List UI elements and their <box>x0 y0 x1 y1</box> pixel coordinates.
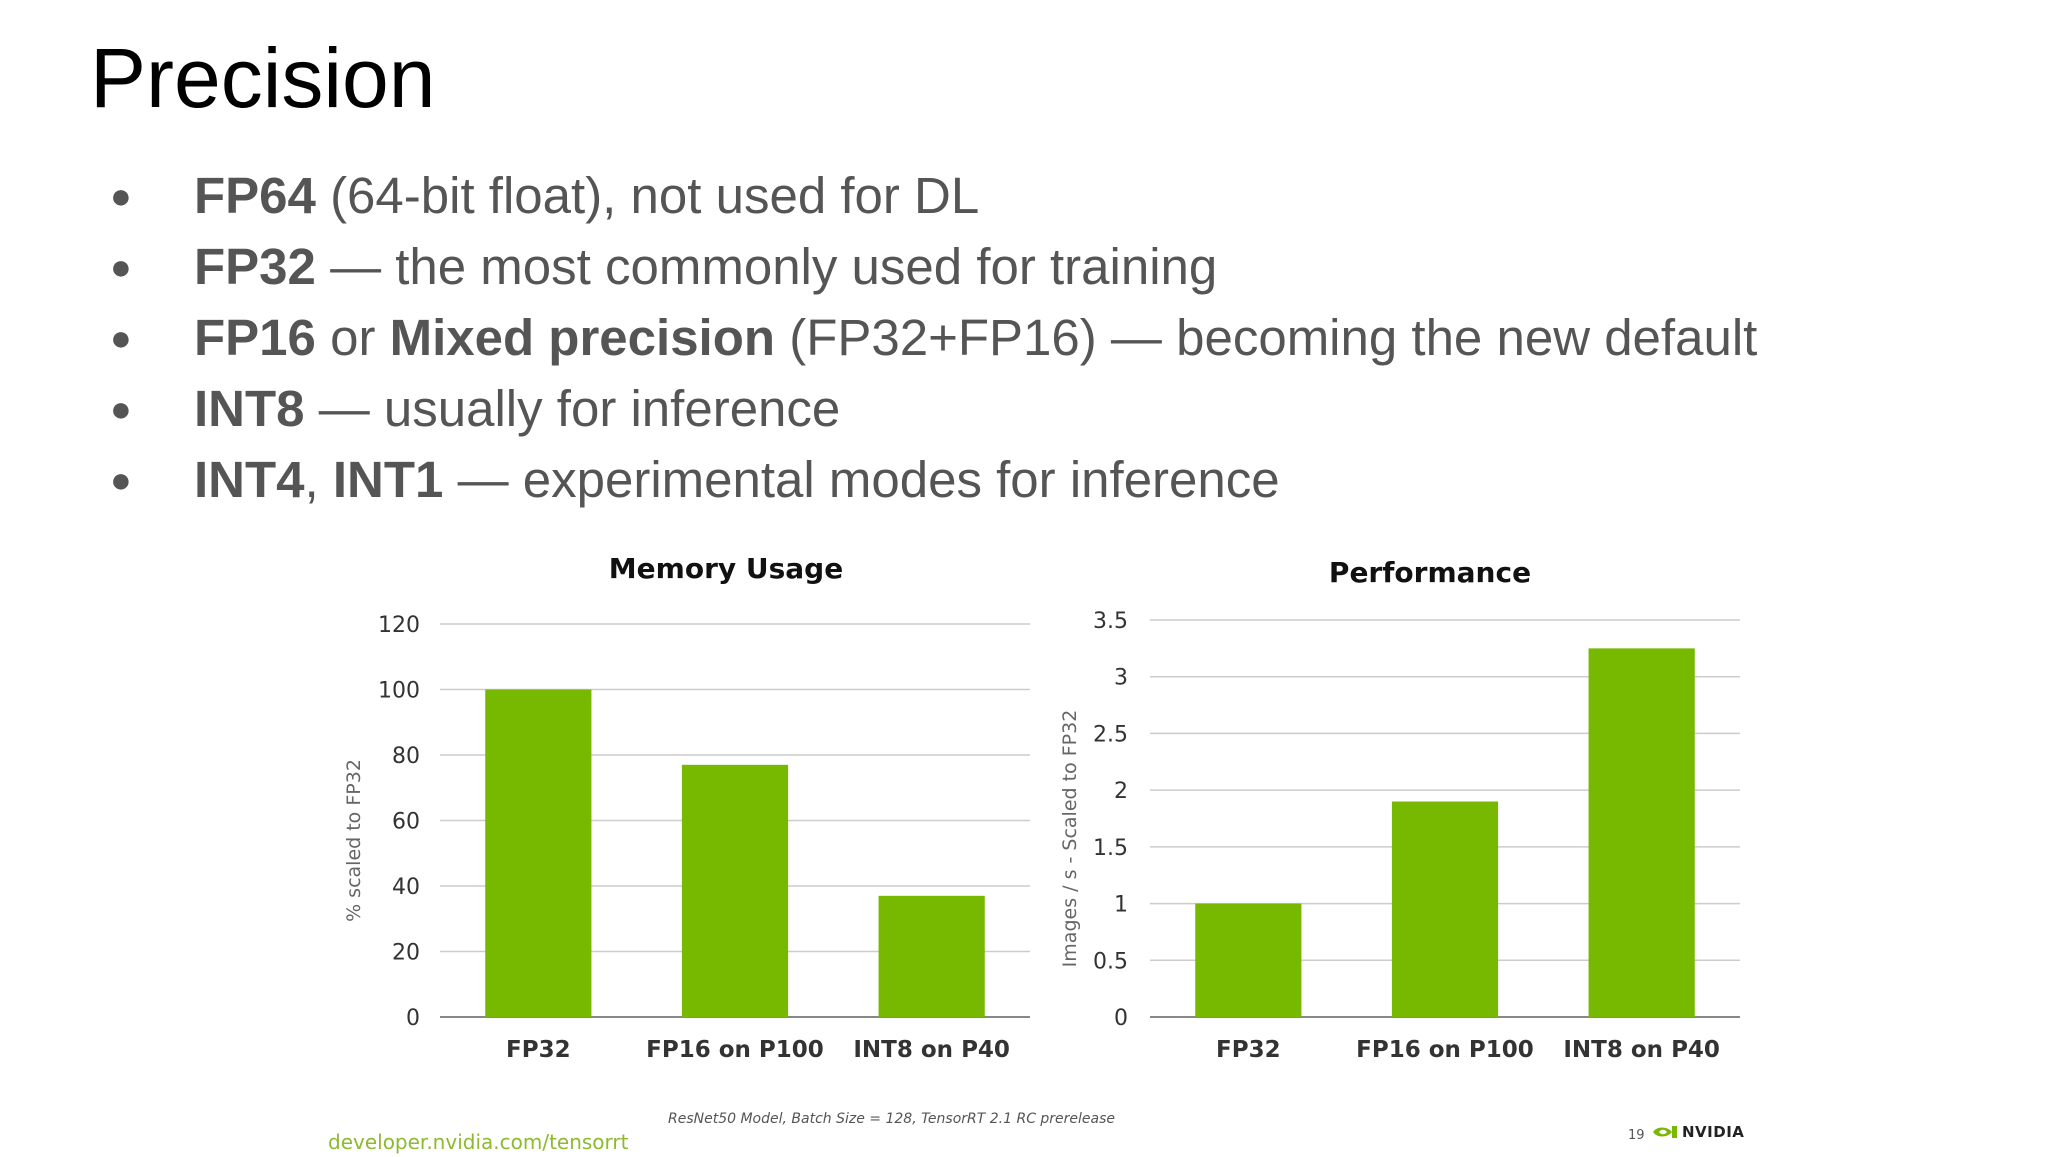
y-axis-label: % scaled to FP32 <box>343 759 365 922</box>
bullet-dot: ● <box>110 388 132 429</box>
y-axis-label: Images / s - Scaled to FP32 <box>1059 710 1081 968</box>
bullet-item: ● FP64 (64-bit float), not used for DL <box>110 160 1757 231</box>
y-tick-label: 2 <box>1114 779 1128 804</box>
bullet-item: ● INT8 — usually for inference <box>110 373 1757 444</box>
bullet-term: Mixed precision <box>389 309 776 366</box>
nvidia-eye-icon <box>1653 1126 1677 1138</box>
y-tick-label: 80 <box>392 744 420 769</box>
bar <box>878 895 985 1017</box>
bar <box>681 764 789 1017</box>
bullet-dot: ● <box>110 459 132 500</box>
y-tick-label: 2.5 <box>1093 722 1128 747</box>
bullet-text: — experimental modes for inference <box>443 451 1280 508</box>
y-tick-label: 1 <box>1114 893 1128 918</box>
x-tick-label: INT8 on P40 <box>1563 1037 1720 1063</box>
chart-title: Performance <box>1329 556 1531 589</box>
x-tick-label: FP16 on P100 <box>646 1037 824 1063</box>
y-tick-label: 40 <box>392 875 420 900</box>
y-tick-label: 0.5 <box>1093 949 1128 974</box>
bullet-term: INT8 <box>194 380 305 437</box>
bullet-term: FP64 <box>194 167 316 224</box>
bullet-dot: ● <box>110 317 132 358</box>
y-tick-label: 1.5 <box>1093 836 1128 861</box>
y-tick-label: 3 <box>1114 666 1128 691</box>
bullet-text: — the most commonly used for training <box>315 238 1218 295</box>
bullet-text: (64-bit float), not used for DL <box>315 167 980 224</box>
bullet-term: INT1 <box>332 451 444 508</box>
bullet-term: FP16 <box>194 309 316 366</box>
bullet-term: INT4 <box>194 451 305 508</box>
y-tick-label: 120 <box>378 613 420 638</box>
bullet-text: — usually for inference <box>304 380 841 437</box>
y-tick-label: 0 <box>406 1006 420 1031</box>
x-tick-label: FP32 <box>506 1037 571 1063</box>
bullet-item: ● FP32 — the most commonly used for train… <box>110 231 1757 302</box>
chart-title: Memory Usage <box>609 552 843 585</box>
x-tick-label: FP32 <box>1216 1037 1281 1063</box>
bullet-item: ● FP16 or Mixed precision (FP32+FP16) — b… <box>110 302 1757 373</box>
x-tick-label: FP16 on P100 <box>1356 1037 1534 1063</box>
bullet-text: or <box>315 309 390 366</box>
y-tick-label: 0 <box>1114 1006 1128 1031</box>
bar <box>1391 801 1499 1017</box>
y-tick-label: 20 <box>392 941 420 966</box>
nvidia-logo-text: NVIDIA <box>1682 1123 1745 1141</box>
bullet-dot: ● <box>110 246 132 287</box>
bar <box>485 689 592 1017</box>
y-tick-label: 60 <box>392 810 420 835</box>
footnote: ResNet50 Model, Batch Size = 128, Tensor… <box>668 1111 1116 1127</box>
bullet-text: , <box>304 451 333 508</box>
footer-link[interactable]: developer.nvidia.com/tensorrt <box>328 1130 629 1154</box>
bullet-dot: ● <box>110 175 132 216</box>
bullet-list: ● FP64 (64-bit float), not used for DL ● FP… <box>110 160 1757 515</box>
slide-title: Precision <box>90 31 436 125</box>
bullet-term: FP32 <box>194 238 316 295</box>
page-number: 19 <box>1628 1128 1645 1143</box>
nvidia-logo: NVIDIA <box>1652 1123 1744 1141</box>
y-tick-label: 3.5 <box>1093 609 1128 634</box>
x-tick-label: INT8 on P40 <box>853 1037 1010 1063</box>
bullet-text: (FP32+FP16) — becoming the new default <box>775 309 1758 366</box>
bullet-item: ● INT4, INT1 — experimental modes for inf… <box>110 444 1757 515</box>
y-tick-label: 100 <box>378 679 420 704</box>
bar <box>1195 903 1302 1017</box>
bar <box>1588 648 1695 1017</box>
